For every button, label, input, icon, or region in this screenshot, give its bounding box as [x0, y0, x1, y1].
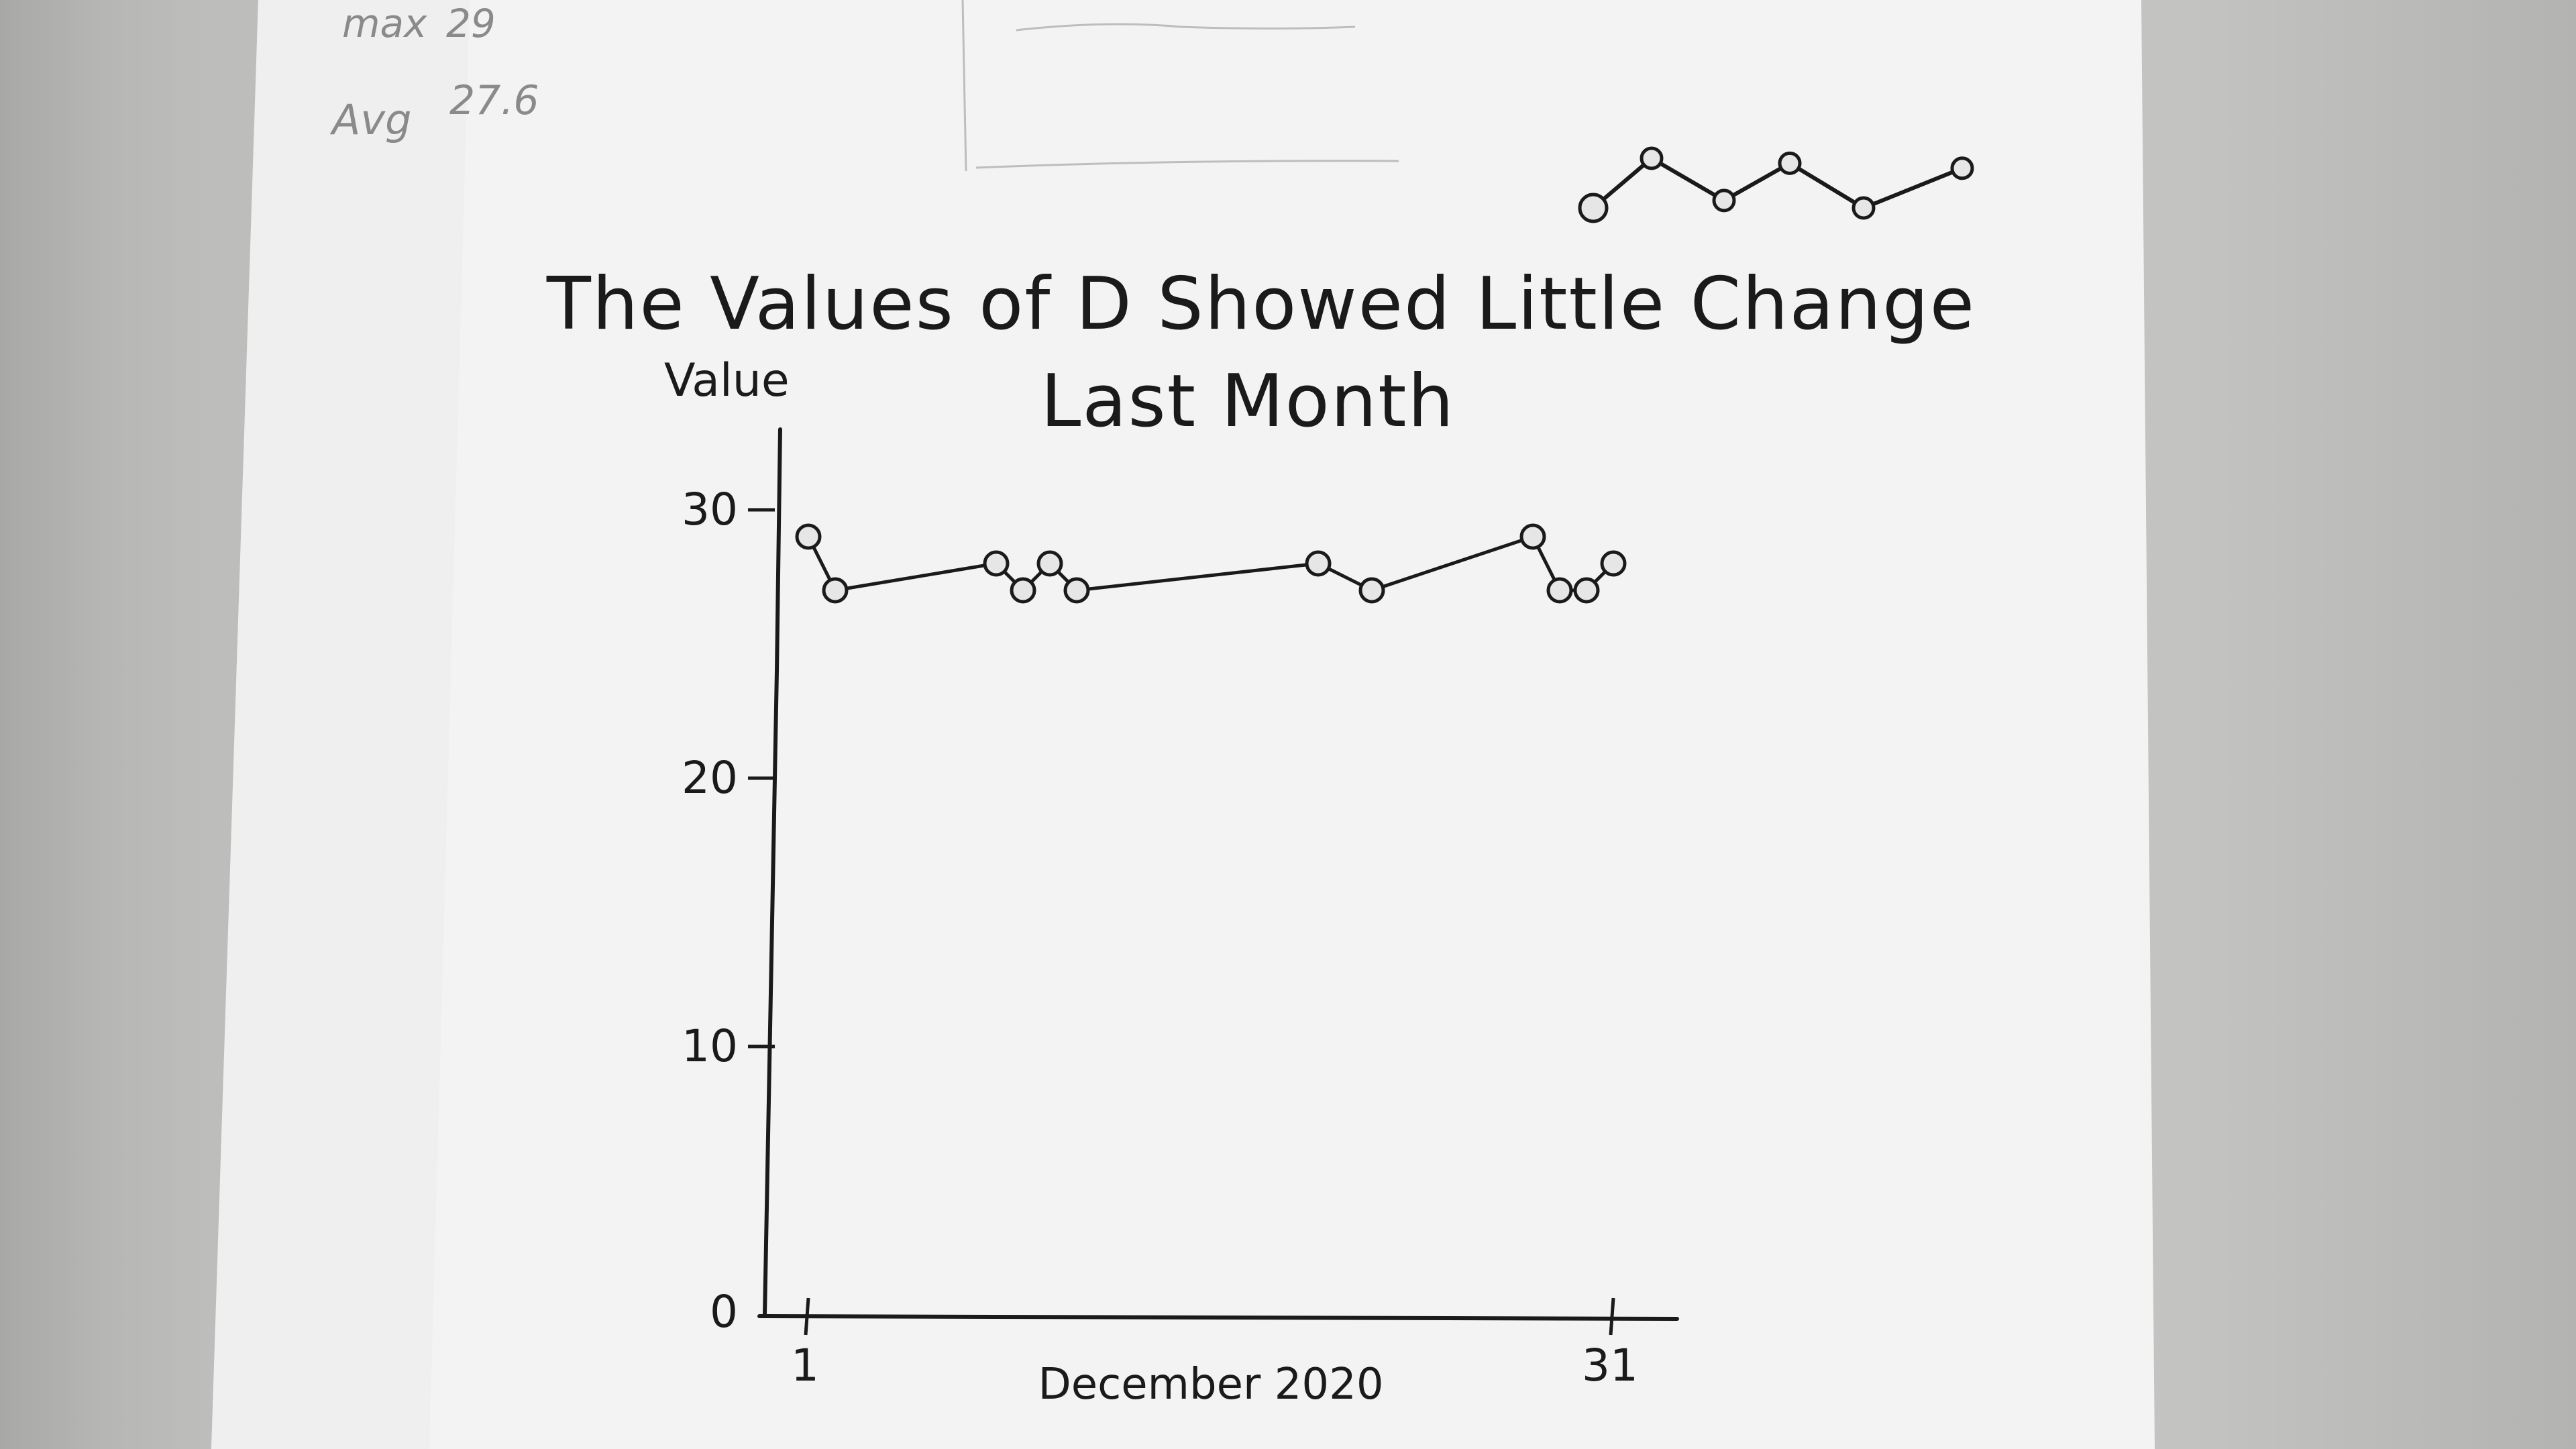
- data-point-20: [1305, 550, 1332, 577]
- x-tick-1: [804, 1297, 810, 1336]
- note-avg-label: Avg: [329, 95, 411, 144]
- chart-series: [795, 523, 1627, 604]
- sparkline-point: [1640, 146, 1664, 170]
- data-point-29: [1546, 577, 1573, 604]
- y-axis-line: [763, 427, 782, 1317]
- data-point-31: [1600, 550, 1627, 577]
- decor-sparkline: [1578, 146, 1974, 223]
- paper: [211, 0, 2155, 1449]
- y-tick-label-0: 0: [710, 1286, 738, 1338]
- sparkline-point: [1712, 189, 1736, 213]
- data-point-28: [1519, 523, 1546, 550]
- data-point-1: [795, 523, 822, 550]
- x-tick-label-31: 31: [1582, 1340, 1638, 1391]
- y-tick-label-30: 30: [682, 484, 738, 535]
- chart-axes: [757, 427, 1679, 1321]
- chart-ticks: 0 10 20 30 1 31: [682, 484, 1638, 1391]
- data-point-11: [1063, 577, 1090, 604]
- note-avg-value: 27.6: [449, 77, 539, 124]
- y-tick-label-10: 10: [682, 1020, 738, 1072]
- sparkline-point: [1851, 196, 1876, 220]
- y-axis-label: Value: [664, 354, 790, 407]
- sparkline-line: [1592, 156, 1964, 210]
- x-tick-label-1: 1: [791, 1340, 819, 1391]
- x-axis-line: [757, 1314, 1679, 1321]
- y-tick-label-20: 20: [682, 752, 738, 804]
- note-max-label: max: [342, 1, 427, 46]
- sparkline-point: [1950, 156, 1974, 180]
- data-point-9: [1010, 577, 1036, 604]
- paper-shade: [211, 0, 470, 1449]
- chart-title-line-1: The Values of D Showed Little Change: [546, 262, 1976, 346]
- pencil-notes: max 29 Avg 27.6: [329, 1, 539, 144]
- x-axis-label: December 2020: [1038, 1360, 1383, 1409]
- data-point-22: [1358, 577, 1385, 604]
- chart-title-line-2: Last Month: [1040, 360, 1455, 443]
- pencil-sketch-box: [961, 0, 1399, 172]
- note-max-value: 29: [446, 1, 496, 46]
- data-point-10: [1036, 550, 1063, 577]
- x-tick-31: [1609, 1297, 1615, 1336]
- data-point-8: [983, 550, 1010, 577]
- sparkline-point: [1778, 151, 1802, 175]
- data-point-30: [1573, 577, 1600, 604]
- sparkline-point: [1578, 193, 1609, 223]
- data-point-2: [822, 577, 849, 604]
